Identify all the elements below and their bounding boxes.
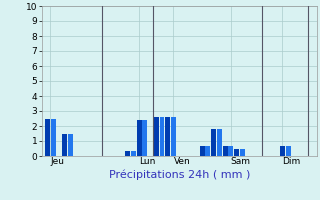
Bar — [154, 117, 159, 156]
Bar — [217, 129, 222, 156]
Bar — [137, 120, 141, 156]
Bar — [223, 146, 228, 156]
Bar — [228, 146, 233, 156]
X-axis label: Précipitations 24h ( mm ): Précipitations 24h ( mm ) — [108, 169, 250, 180]
Bar — [171, 117, 176, 156]
Bar — [280, 146, 285, 156]
Bar — [165, 117, 170, 156]
Bar — [125, 151, 130, 156]
Bar — [200, 146, 204, 156]
Bar — [51, 119, 55, 156]
Bar — [68, 134, 73, 156]
Bar — [160, 117, 164, 156]
Bar — [211, 129, 216, 156]
Bar — [240, 148, 245, 156]
Bar — [286, 146, 291, 156]
Bar — [62, 134, 67, 156]
Bar — [131, 151, 136, 156]
Bar — [45, 118, 50, 156]
Bar — [142, 120, 147, 156]
Bar — [205, 146, 210, 156]
Bar — [234, 148, 239, 156]
